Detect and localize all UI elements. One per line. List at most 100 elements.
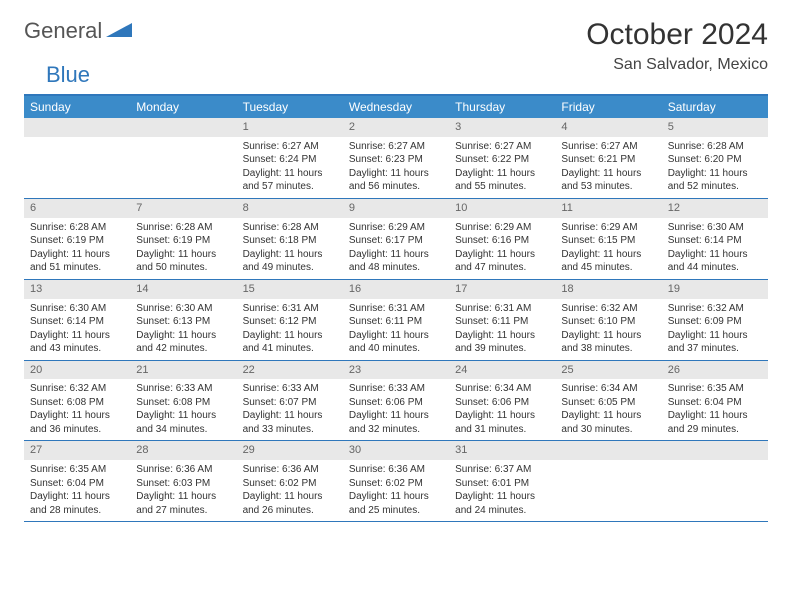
- daylight-line: Daylight: 11 hours and 30 minutes.: [561, 409, 655, 436]
- sunrise-line: Sunrise: 6:28 AM: [243, 221, 337, 235]
- week-row: 13Sunrise: 6:30 AMSunset: 6:14 PMDayligh…: [24, 280, 768, 361]
- calendar-cell: 31Sunrise: 6:37 AMSunset: 6:01 PMDayligh…: [449, 441, 555, 521]
- daylight-line: Daylight: 11 hours and 52 minutes.: [668, 167, 762, 194]
- day-body: Sunrise: 6:32 AMSunset: 6:08 PMDaylight:…: [24, 379, 130, 440]
- month-title: October 2024: [586, 18, 768, 52]
- day-body: Sunrise: 6:32 AMSunset: 6:10 PMDaylight:…: [555, 299, 661, 360]
- day-body: Sunrise: 6:36 AMSunset: 6:02 PMDaylight:…: [343, 460, 449, 521]
- week-row: 1Sunrise: 6:27 AMSunset: 6:24 PMDaylight…: [24, 118, 768, 199]
- daylight-line: Daylight: 11 hours and 36 minutes.: [30, 409, 124, 436]
- day-body: Sunrise: 6:28 AMSunset: 6:18 PMDaylight:…: [237, 218, 343, 279]
- day-body: Sunrise: 6:37 AMSunset: 6:01 PMDaylight:…: [449, 460, 555, 521]
- sunrise-line: Sunrise: 6:30 AM: [136, 302, 230, 316]
- calendar-cell: 1Sunrise: 6:27 AMSunset: 6:24 PMDaylight…: [237, 118, 343, 198]
- calendar-cell: 12Sunrise: 6:30 AMSunset: 6:14 PMDayligh…: [662, 199, 768, 279]
- sunset-line: Sunset: 6:04 PM: [668, 396, 762, 410]
- sunrise-line: Sunrise: 6:32 AM: [30, 382, 124, 396]
- day-number: 21: [130, 361, 236, 380]
- daylight-line: Daylight: 11 hours and 41 minutes.: [243, 329, 337, 356]
- day-number: 19: [662, 280, 768, 299]
- sunset-line: Sunset: 6:02 PM: [349, 477, 443, 491]
- calendar-cell: 10Sunrise: 6:29 AMSunset: 6:16 PMDayligh…: [449, 199, 555, 279]
- day-body: Sunrise: 6:31 AMSunset: 6:11 PMDaylight:…: [449, 299, 555, 360]
- calendar-cell: 16Sunrise: 6:31 AMSunset: 6:11 PMDayligh…: [343, 280, 449, 360]
- day-body: Sunrise: 6:27 AMSunset: 6:24 PMDaylight:…: [237, 137, 343, 198]
- logo-text-part2: Blue: [46, 62, 90, 87]
- daylight-line: Daylight: 11 hours and 37 minutes.: [668, 329, 762, 356]
- daylight-line: Daylight: 11 hours and 48 minutes.: [349, 248, 443, 275]
- sunset-line: Sunset: 6:11 PM: [455, 315, 549, 329]
- calendar: SundayMondayTuesdayWednesdayThursdayFrid…: [24, 94, 768, 522]
- day-body: Sunrise: 6:28 AMSunset: 6:19 PMDaylight:…: [24, 218, 130, 279]
- day-number: 7: [130, 199, 236, 218]
- day-number: 8: [237, 199, 343, 218]
- sunrise-line: Sunrise: 6:30 AM: [668, 221, 762, 235]
- sunset-line: Sunset: 6:20 PM: [668, 153, 762, 167]
- day-number: [130, 118, 236, 137]
- calendar-cell: 30Sunrise: 6:36 AMSunset: 6:02 PMDayligh…: [343, 441, 449, 521]
- calendar-cell: 23Sunrise: 6:33 AMSunset: 6:06 PMDayligh…: [343, 361, 449, 441]
- day-number: [24, 118, 130, 137]
- calendar-cell: 20Sunrise: 6:32 AMSunset: 6:08 PMDayligh…: [24, 361, 130, 441]
- sunset-line: Sunset: 6:01 PM: [455, 477, 549, 491]
- day-number: 20: [24, 361, 130, 380]
- day-number: 10: [449, 199, 555, 218]
- calendar-cell: 4Sunrise: 6:27 AMSunset: 6:21 PMDaylight…: [555, 118, 661, 198]
- daylight-line: Daylight: 11 hours and 44 minutes.: [668, 248, 762, 275]
- day-body: Sunrise: 6:33 AMSunset: 6:08 PMDaylight:…: [130, 379, 236, 440]
- day-body: Sunrise: 6:33 AMSunset: 6:06 PMDaylight:…: [343, 379, 449, 440]
- day-number: 1: [237, 118, 343, 137]
- logo: General: [24, 18, 134, 44]
- calendar-cell-empty: [24, 118, 130, 198]
- sunrise-line: Sunrise: 6:27 AM: [349, 140, 443, 154]
- calendar-cell: 18Sunrise: 6:32 AMSunset: 6:10 PMDayligh…: [555, 280, 661, 360]
- day-number: 29: [237, 441, 343, 460]
- sunset-line: Sunset: 6:10 PM: [561, 315, 655, 329]
- sunset-line: Sunset: 6:07 PM: [243, 396, 337, 410]
- daylight-line: Daylight: 11 hours and 32 minutes.: [349, 409, 443, 436]
- logo-text-part2-row: Blue: [24, 62, 768, 88]
- calendar-cell: 26Sunrise: 6:35 AMSunset: 6:04 PMDayligh…: [662, 361, 768, 441]
- calendar-cell: 27Sunrise: 6:35 AMSunset: 6:04 PMDayligh…: [24, 441, 130, 521]
- weekday-header-row: SundayMondayTuesdayWednesdayThursdayFrid…: [24, 96, 768, 118]
- sunrise-line: Sunrise: 6:29 AM: [349, 221, 443, 235]
- day-number: 3: [449, 118, 555, 137]
- calendar-cell: 19Sunrise: 6:32 AMSunset: 6:09 PMDayligh…: [662, 280, 768, 360]
- day-number: 13: [24, 280, 130, 299]
- daylight-line: Daylight: 11 hours and 47 minutes.: [455, 248, 549, 275]
- day-body: Sunrise: 6:28 AMSunset: 6:19 PMDaylight:…: [130, 218, 236, 279]
- day-number: 31: [449, 441, 555, 460]
- logo-triangle-icon: [106, 21, 132, 42]
- daylight-line: Daylight: 11 hours and 49 minutes.: [243, 248, 337, 275]
- sunset-line: Sunset: 6:09 PM: [668, 315, 762, 329]
- day-body: Sunrise: 6:31 AMSunset: 6:11 PMDaylight:…: [343, 299, 449, 360]
- logo-text-part1: General: [24, 18, 102, 44]
- sunrise-line: Sunrise: 6:28 AM: [668, 140, 762, 154]
- weekday-thursday: Thursday: [449, 96, 555, 118]
- daylight-line: Daylight: 11 hours and 34 minutes.: [136, 409, 230, 436]
- day-number: 4: [555, 118, 661, 137]
- day-body: Sunrise: 6:31 AMSunset: 6:12 PMDaylight:…: [237, 299, 343, 360]
- sunset-line: Sunset: 6:24 PM: [243, 153, 337, 167]
- sunrise-line: Sunrise: 6:32 AM: [561, 302, 655, 316]
- daylight-line: Daylight: 11 hours and 28 minutes.: [30, 490, 124, 517]
- weekday-monday: Monday: [130, 96, 236, 118]
- day-body: Sunrise: 6:27 AMSunset: 6:23 PMDaylight:…: [343, 137, 449, 198]
- sunset-line: Sunset: 6:23 PM: [349, 153, 443, 167]
- sunrise-line: Sunrise: 6:36 AM: [136, 463, 230, 477]
- day-number: 18: [555, 280, 661, 299]
- sunrise-line: Sunrise: 6:33 AM: [136, 382, 230, 396]
- day-number: 2: [343, 118, 449, 137]
- sunset-line: Sunset: 6:06 PM: [349, 396, 443, 410]
- sunrise-line: Sunrise: 6:35 AM: [668, 382, 762, 396]
- sunrise-line: Sunrise: 6:37 AM: [455, 463, 549, 477]
- day-body: Sunrise: 6:30 AMSunset: 6:13 PMDaylight:…: [130, 299, 236, 360]
- calendar-cell: 6Sunrise: 6:28 AMSunset: 6:19 PMDaylight…: [24, 199, 130, 279]
- calendar-cell: 22Sunrise: 6:33 AMSunset: 6:07 PMDayligh…: [237, 361, 343, 441]
- calendar-cell-empty: [130, 118, 236, 198]
- sunrise-line: Sunrise: 6:31 AM: [455, 302, 549, 316]
- day-body: Sunrise: 6:36 AMSunset: 6:03 PMDaylight:…: [130, 460, 236, 521]
- calendar-cell: 29Sunrise: 6:36 AMSunset: 6:02 PMDayligh…: [237, 441, 343, 521]
- day-number: 25: [555, 361, 661, 380]
- weekday-wednesday: Wednesday: [343, 96, 449, 118]
